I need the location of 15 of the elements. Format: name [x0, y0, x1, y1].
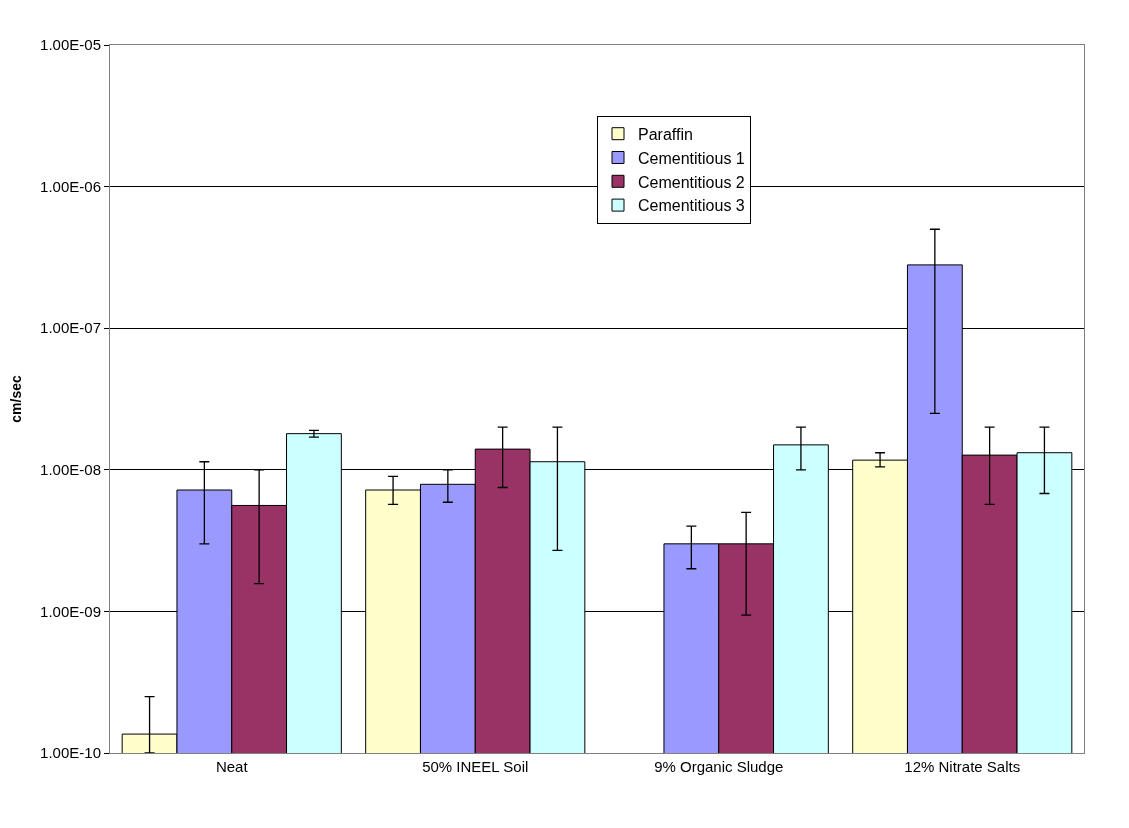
y-tick-label: 1.00E-09 [40, 602, 101, 620]
y-tick-label: 1.00E-07 [40, 319, 101, 337]
x-tick-label: 9% Organic Sludge [654, 758, 784, 775]
y-tick-label: 1.00E-08 [40, 461, 101, 479]
y-tick-label: 1.00E-06 [40, 177, 101, 195]
y-axis-title: cm/sec [7, 375, 24, 423]
x-tick-label: 12% Nitrate Salts [904, 758, 1021, 775]
legend-label: Paraffin [638, 125, 693, 143]
y-tick-label: 1.00E-10 [40, 744, 101, 762]
legend-label: Cementitious 1 [638, 149, 745, 167]
x-tick-label: Neat [215, 758, 249, 775]
legend-label: Cementitious 2 [638, 173, 745, 191]
x-tick-label: 50% INEEL Soil [422, 758, 529, 775]
legend-label: Cementitious 3 [638, 197, 745, 215]
y-tick-label: 1.00E-05 [40, 36, 101, 54]
